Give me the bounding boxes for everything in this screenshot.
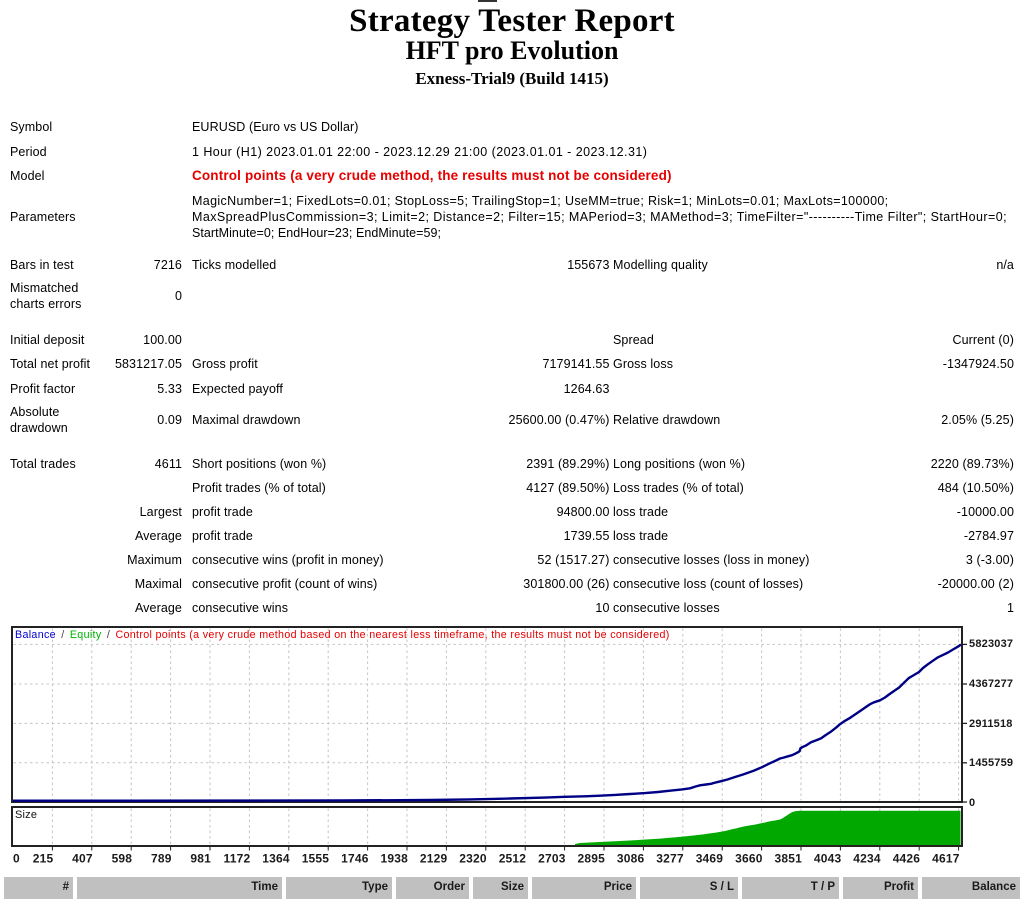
svg-text:1172: 1172 [224, 851, 251, 865]
svg-text:2512: 2512 [499, 851, 527, 865]
svg-text:1746: 1746 [341, 851, 369, 865]
svg-text:2895: 2895 [578, 851, 606, 865]
svg-text:1555: 1555 [302, 851, 330, 865]
svg-text:4043: 4043 [814, 851, 842, 865]
svg-text:4426: 4426 [893, 851, 921, 865]
svg-text:215: 215 [33, 851, 54, 865]
svg-text:4234: 4234 [853, 851, 881, 865]
svg-text:3086: 3086 [617, 851, 645, 865]
svg-text:598: 598 [112, 851, 133, 865]
svg-text:3469: 3469 [696, 851, 724, 865]
svg-text:3851: 3851 [775, 851, 803, 865]
svg-text:1364: 1364 [262, 851, 290, 865]
svg-text:0: 0 [13, 851, 20, 865]
svg-text:407: 407 [72, 851, 93, 865]
svg-text:2703: 2703 [538, 851, 566, 865]
svg-text:3660: 3660 [735, 851, 763, 865]
svg-text:3277: 3277 [656, 851, 684, 865]
svg-text:1938: 1938 [381, 851, 409, 865]
svg-text:4617: 4617 [932, 851, 960, 865]
svg-text:981: 981 [190, 851, 211, 865]
svg-text:2320: 2320 [459, 851, 487, 865]
svg-text:2129: 2129 [420, 851, 448, 865]
svg-text:789: 789 [151, 851, 172, 865]
